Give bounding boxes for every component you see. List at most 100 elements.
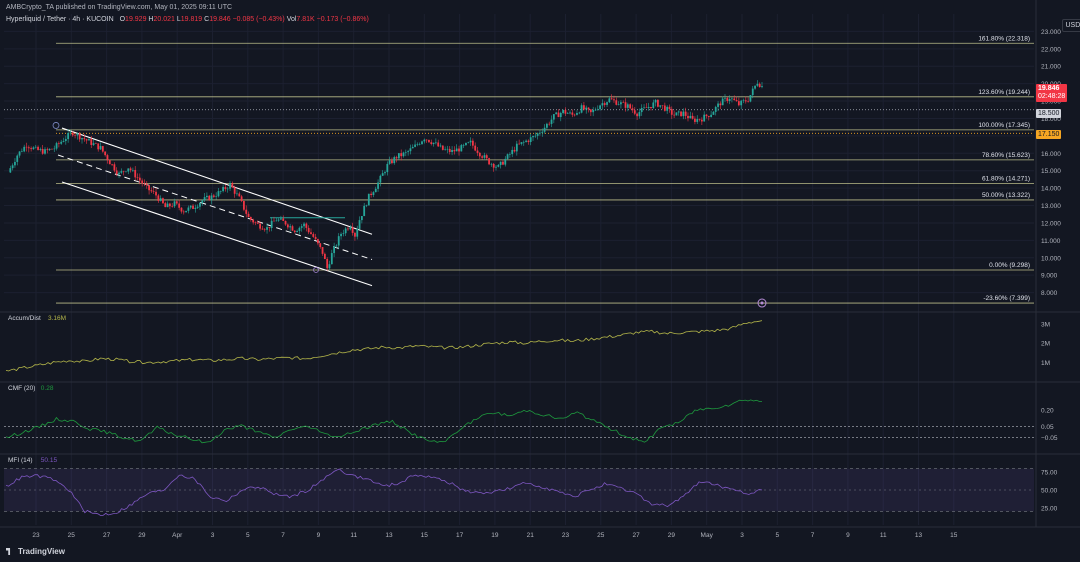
candle-body bbox=[18, 151, 21, 156]
candle-body bbox=[636, 113, 639, 117]
x-tick-label: May bbox=[701, 532, 714, 539]
candle-body bbox=[219, 191, 222, 192]
candle-body bbox=[298, 227, 301, 231]
candle-body bbox=[428, 139, 430, 143]
candle-body bbox=[104, 151, 107, 156]
candle-body bbox=[749, 95, 752, 102]
candle-body bbox=[453, 150, 456, 152]
candle-body bbox=[51, 148, 53, 150]
y-tick-label: 8.000 bbox=[1041, 290, 1058, 297]
indicator-value: 3.16M bbox=[48, 315, 66, 322]
currency-selector[interactable]: USDT bbox=[1062, 19, 1080, 32]
x-tick-label: Apr bbox=[172, 532, 183, 539]
projection-marker-dot bbox=[760, 301, 764, 305]
indicator-y-tick: 0.05 bbox=[1041, 424, 1054, 431]
candle-body bbox=[20, 151, 23, 153]
candle-body bbox=[548, 123, 551, 125]
ohlc-close-label: C bbox=[204, 16, 210, 23]
candle-body bbox=[367, 193, 370, 206]
candle-body bbox=[53, 148, 56, 150]
candle-body bbox=[226, 188, 229, 190]
last-price-countdown: 02:48:28 bbox=[1038, 93, 1066, 100]
candle-body bbox=[557, 112, 560, 118]
candle-body bbox=[127, 168, 130, 172]
x-tick-label: 13 bbox=[385, 532, 393, 539]
candle-body bbox=[62, 140, 65, 142]
candle-body bbox=[731, 98, 733, 100]
candle-body bbox=[14, 161, 16, 166]
candle-body bbox=[388, 160, 391, 164]
candle-body bbox=[529, 137, 532, 142]
candle-body bbox=[64, 139, 67, 141]
candle-body bbox=[564, 109, 567, 114]
candle-body bbox=[654, 99, 657, 103]
candle-body bbox=[543, 127, 546, 132]
candle-body bbox=[189, 205, 192, 208]
candle-body bbox=[46, 149, 49, 151]
candle-body bbox=[631, 108, 634, 111]
candle-body bbox=[365, 205, 368, 207]
x-tick-label: 5 bbox=[775, 532, 779, 539]
candle-body bbox=[402, 152, 405, 157]
candle-body bbox=[698, 119, 701, 120]
candle-body bbox=[182, 211, 185, 213]
candle-body bbox=[571, 112, 574, 115]
fib-level-label: 0.00% (9.298) bbox=[989, 262, 1030, 269]
candle-body bbox=[691, 115, 694, 119]
candle-body bbox=[397, 153, 400, 159]
candle-body bbox=[446, 148, 449, 150]
candle-body bbox=[684, 111, 687, 116]
candle-body bbox=[624, 102, 627, 108]
candle-body bbox=[661, 105, 664, 106]
candle-body bbox=[677, 111, 680, 113]
candle-body bbox=[275, 220, 278, 222]
candle-body bbox=[573, 114, 576, 116]
candle-body bbox=[652, 102, 655, 109]
candle-body bbox=[317, 239, 319, 244]
candle-body bbox=[155, 191, 157, 196]
candle-body bbox=[386, 163, 389, 173]
price-badge-18500: 18.500 bbox=[1036, 109, 1062, 118]
candle-body bbox=[680, 111, 682, 117]
candle-body bbox=[215, 196, 218, 197]
candle-body bbox=[606, 102, 608, 105]
indicator-value: 0.28 bbox=[41, 385, 54, 392]
candle-body bbox=[303, 223, 305, 227]
candle-body bbox=[502, 161, 504, 165]
candle-body bbox=[726, 98, 729, 102]
candle-body bbox=[733, 98, 736, 101]
candle-body bbox=[194, 207, 197, 209]
candle-body bbox=[434, 142, 437, 144]
candle-body bbox=[395, 157, 398, 159]
candle-body bbox=[173, 201, 176, 207]
candle-body bbox=[594, 109, 597, 111]
x-tick-label: 9 bbox=[846, 532, 850, 539]
y-tick-label: 11.000 bbox=[1041, 238, 1061, 245]
candle-body bbox=[495, 166, 497, 168]
candle-body bbox=[462, 145, 465, 146]
candle-body bbox=[569, 112, 571, 114]
indicator-line bbox=[5, 468, 763, 516]
symbol-info: Hyperliquid / Tether · 4h · KUCOIN O19.9… bbox=[6, 16, 369, 23]
candle-body bbox=[363, 205, 366, 217]
x-tick-label: 17 bbox=[456, 532, 464, 539]
candle-body bbox=[566, 113, 569, 114]
candle-body bbox=[478, 152, 481, 157]
candle-body bbox=[504, 158, 507, 165]
candle-body bbox=[141, 180, 144, 184]
x-tick-label: 15 bbox=[421, 532, 429, 539]
candle-body bbox=[217, 191, 220, 197]
candle-body bbox=[69, 132, 72, 134]
tradingview-logo[interactable]: TradingView bbox=[6, 547, 65, 556]
candle-body bbox=[150, 190, 153, 192]
candle-body bbox=[319, 243, 322, 248]
candle-body bbox=[430, 142, 433, 145]
candle-body bbox=[240, 196, 243, 201]
candle-body bbox=[437, 142, 440, 147]
candle-body bbox=[481, 156, 484, 158]
indicator-title: Accum/Dist bbox=[8, 315, 41, 322]
ohlc-high: 20.021 bbox=[153, 16, 175, 23]
candle-body bbox=[238, 193, 241, 197]
candle-body bbox=[539, 132, 541, 134]
